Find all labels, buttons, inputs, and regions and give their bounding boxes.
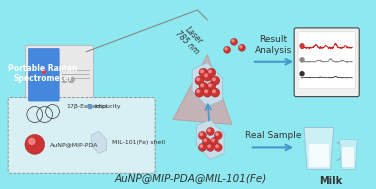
Text: Real Sample: Real Sample (245, 131, 302, 140)
Circle shape (88, 104, 92, 109)
FancyBboxPatch shape (28, 48, 59, 101)
Circle shape (200, 145, 202, 147)
Text: MIL-101(Fe) shell: MIL-101(Fe) shell (112, 140, 165, 145)
Circle shape (202, 137, 210, 145)
FancyBboxPatch shape (343, 147, 354, 167)
Circle shape (200, 133, 202, 136)
Circle shape (206, 143, 214, 151)
Circle shape (207, 82, 216, 91)
Circle shape (205, 74, 208, 77)
Polygon shape (192, 63, 223, 107)
Circle shape (300, 72, 304, 76)
Circle shape (207, 68, 216, 77)
Circle shape (210, 137, 218, 145)
Circle shape (212, 139, 214, 141)
Polygon shape (304, 128, 334, 169)
FancyBboxPatch shape (8, 98, 155, 173)
Circle shape (224, 46, 230, 53)
Circle shape (212, 78, 215, 81)
Circle shape (214, 143, 222, 151)
FancyBboxPatch shape (298, 32, 355, 89)
Circle shape (216, 145, 218, 147)
Circle shape (199, 143, 206, 151)
Circle shape (240, 46, 242, 48)
Circle shape (201, 70, 203, 73)
Text: Portable Raman
Spectrometer: Portable Raman Spectrometer (8, 64, 77, 83)
Circle shape (199, 132, 206, 139)
Circle shape (300, 58, 304, 62)
Text: AuNP@MIP-PDA@MIL-101(Fe): AuNP@MIP-PDA@MIL-101(Fe) (114, 173, 267, 183)
Circle shape (214, 132, 222, 139)
Circle shape (201, 84, 203, 87)
Circle shape (205, 90, 208, 93)
Circle shape (203, 72, 212, 81)
Polygon shape (309, 144, 329, 167)
Circle shape (211, 88, 220, 97)
Circle shape (195, 76, 204, 85)
Circle shape (208, 145, 210, 147)
Polygon shape (91, 132, 106, 153)
Text: Impurity: Impurity (94, 104, 121, 109)
Circle shape (206, 128, 214, 136)
Circle shape (199, 82, 208, 91)
Circle shape (29, 138, 35, 144)
Polygon shape (173, 55, 232, 125)
Circle shape (61, 77, 67, 83)
Circle shape (197, 90, 200, 93)
Text: Milk: Milk (319, 176, 342, 186)
Text: AuNP@MIP-PDA: AuNP@MIP-PDA (50, 142, 98, 147)
FancyBboxPatch shape (26, 45, 94, 104)
Circle shape (230, 38, 238, 45)
Text: Result
Analysis: Result Analysis (255, 35, 292, 55)
Circle shape (232, 40, 234, 42)
Circle shape (225, 48, 227, 50)
Text: 17β-Estradiol: 17β-Estradiol (66, 104, 108, 109)
Circle shape (238, 44, 245, 51)
Circle shape (209, 70, 211, 73)
Circle shape (209, 84, 211, 87)
Circle shape (211, 76, 220, 85)
Circle shape (300, 44, 304, 48)
Circle shape (216, 133, 218, 136)
Circle shape (203, 88, 212, 97)
Circle shape (204, 139, 206, 141)
Text: Laser
785 nm: Laser 785 nm (173, 22, 208, 56)
Polygon shape (340, 139, 357, 169)
Circle shape (42, 70, 45, 73)
Circle shape (197, 78, 200, 81)
Circle shape (195, 88, 204, 97)
Circle shape (208, 129, 210, 132)
Circle shape (199, 68, 208, 77)
Circle shape (212, 90, 215, 93)
FancyBboxPatch shape (294, 28, 359, 97)
Polygon shape (197, 119, 224, 159)
Circle shape (68, 77, 74, 83)
Circle shape (25, 134, 45, 154)
